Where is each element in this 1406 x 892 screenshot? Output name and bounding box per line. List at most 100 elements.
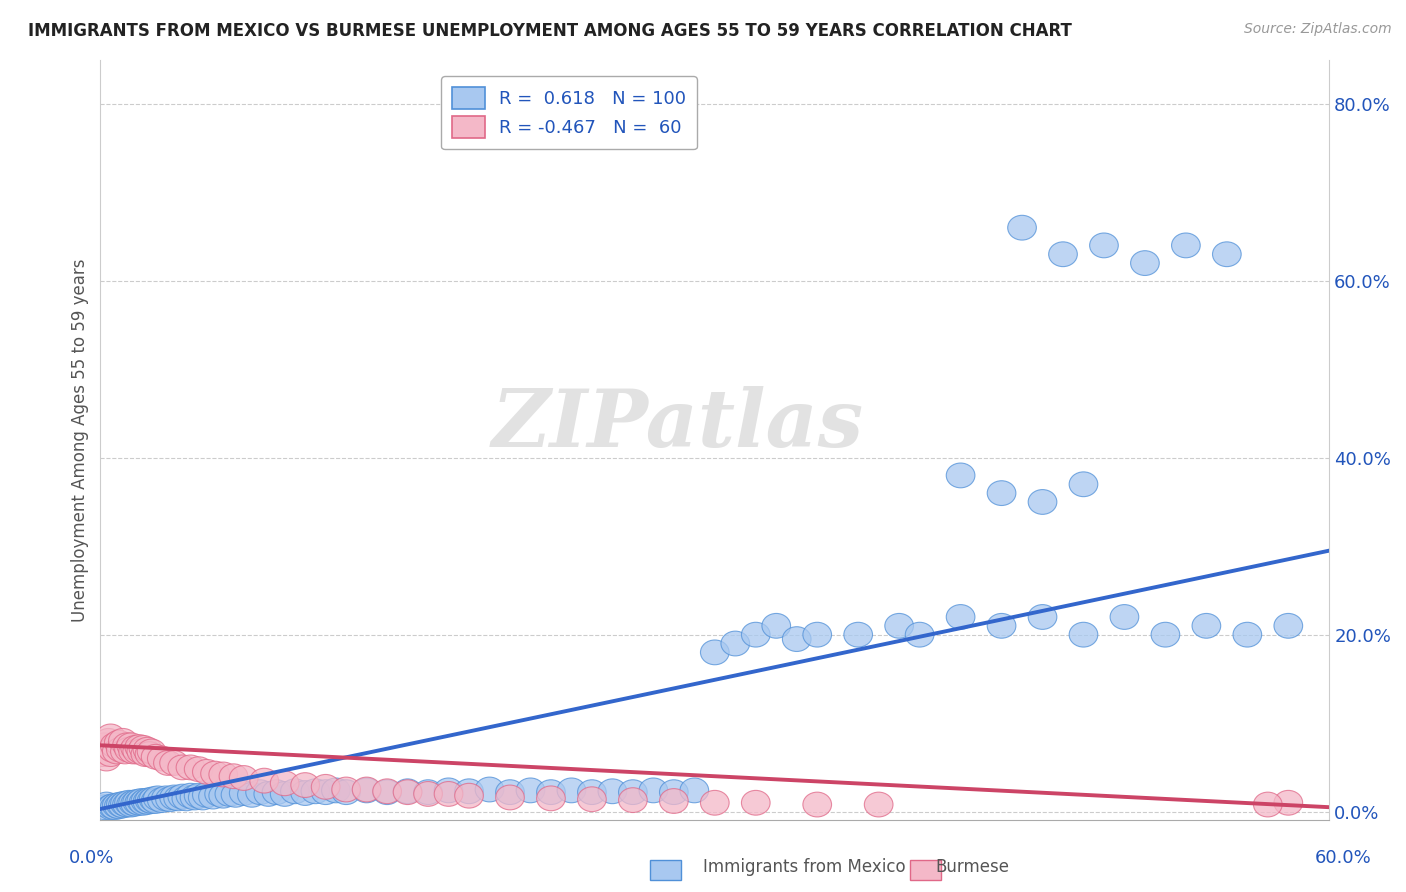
Ellipse shape — [332, 780, 360, 805]
Ellipse shape — [193, 759, 221, 784]
Legend: R =  0.618   N = 100, R = -0.467   N =  60: R = 0.618 N = 100, R = -0.467 N = 60 — [441, 76, 697, 149]
Ellipse shape — [115, 790, 143, 815]
Ellipse shape — [96, 724, 125, 748]
Ellipse shape — [1130, 251, 1160, 276]
Ellipse shape — [1192, 614, 1220, 638]
Ellipse shape — [160, 785, 188, 810]
Ellipse shape — [741, 623, 770, 647]
Ellipse shape — [112, 792, 142, 817]
Ellipse shape — [125, 790, 153, 815]
Ellipse shape — [905, 623, 934, 647]
Ellipse shape — [475, 777, 503, 802]
Ellipse shape — [1069, 623, 1098, 647]
Ellipse shape — [142, 789, 170, 814]
Ellipse shape — [90, 795, 118, 820]
Ellipse shape — [209, 783, 238, 808]
Ellipse shape — [112, 733, 142, 757]
Ellipse shape — [454, 783, 484, 808]
Ellipse shape — [1069, 472, 1098, 497]
Ellipse shape — [180, 785, 209, 810]
Ellipse shape — [122, 789, 152, 814]
Ellipse shape — [987, 614, 1017, 638]
Ellipse shape — [270, 771, 299, 796]
Ellipse shape — [373, 780, 402, 805]
Ellipse shape — [209, 762, 238, 787]
Ellipse shape — [118, 790, 148, 815]
Ellipse shape — [165, 786, 193, 811]
Bar — [650, 860, 681, 880]
Ellipse shape — [108, 729, 138, 753]
Ellipse shape — [131, 742, 160, 766]
Ellipse shape — [107, 792, 135, 817]
Ellipse shape — [700, 790, 730, 815]
Ellipse shape — [291, 780, 319, 805]
Ellipse shape — [221, 782, 250, 807]
Ellipse shape — [104, 731, 134, 755]
Ellipse shape — [138, 789, 166, 814]
Ellipse shape — [1090, 233, 1118, 258]
Ellipse shape — [782, 627, 811, 651]
Ellipse shape — [516, 778, 544, 803]
Ellipse shape — [741, 790, 770, 815]
Ellipse shape — [254, 781, 283, 806]
Ellipse shape — [98, 738, 127, 762]
Ellipse shape — [619, 788, 647, 813]
Ellipse shape — [111, 791, 139, 816]
Ellipse shape — [884, 614, 914, 638]
Ellipse shape — [152, 786, 180, 811]
Ellipse shape — [681, 778, 709, 803]
Ellipse shape — [229, 780, 259, 805]
Ellipse shape — [865, 792, 893, 817]
Ellipse shape — [1028, 490, 1057, 515]
Ellipse shape — [394, 780, 422, 805]
Ellipse shape — [246, 780, 274, 805]
Ellipse shape — [353, 777, 381, 802]
Ellipse shape — [353, 778, 381, 803]
Ellipse shape — [122, 739, 152, 764]
Ellipse shape — [125, 735, 153, 759]
Ellipse shape — [619, 780, 647, 805]
Ellipse shape — [148, 746, 176, 771]
Ellipse shape — [659, 789, 688, 814]
Ellipse shape — [129, 736, 157, 760]
Ellipse shape — [96, 795, 125, 820]
Ellipse shape — [281, 779, 309, 804]
Ellipse shape — [139, 787, 167, 812]
Ellipse shape — [1274, 790, 1302, 815]
Ellipse shape — [205, 781, 233, 806]
Ellipse shape — [117, 733, 145, 757]
Ellipse shape — [700, 640, 730, 665]
Ellipse shape — [1274, 614, 1302, 638]
Ellipse shape — [188, 785, 217, 810]
Ellipse shape — [413, 781, 443, 806]
Ellipse shape — [1028, 605, 1057, 630]
Ellipse shape — [121, 791, 149, 816]
Y-axis label: Unemployment Among Ages 55 to 59 years: Unemployment Among Ages 55 to 59 years — [72, 259, 89, 622]
Ellipse shape — [160, 750, 188, 775]
Ellipse shape — [844, 623, 873, 647]
Ellipse shape — [167, 755, 197, 780]
Ellipse shape — [184, 756, 212, 781]
Ellipse shape — [143, 786, 172, 811]
Ellipse shape — [537, 780, 565, 805]
Ellipse shape — [156, 787, 184, 812]
Ellipse shape — [1049, 242, 1077, 267]
Ellipse shape — [262, 780, 291, 805]
Ellipse shape — [103, 739, 131, 764]
Ellipse shape — [946, 463, 974, 488]
Ellipse shape — [454, 779, 484, 804]
Ellipse shape — [537, 786, 565, 811]
Ellipse shape — [111, 739, 139, 764]
Ellipse shape — [638, 778, 668, 803]
Ellipse shape — [803, 792, 831, 817]
Ellipse shape — [270, 781, 299, 806]
Ellipse shape — [127, 789, 156, 814]
Ellipse shape — [184, 783, 212, 808]
Ellipse shape — [311, 774, 340, 799]
Ellipse shape — [1008, 215, 1036, 240]
Ellipse shape — [89, 742, 117, 766]
Ellipse shape — [107, 738, 135, 762]
Text: 60.0%: 60.0% — [1315, 849, 1371, 867]
Ellipse shape — [373, 779, 402, 804]
Ellipse shape — [127, 739, 156, 764]
